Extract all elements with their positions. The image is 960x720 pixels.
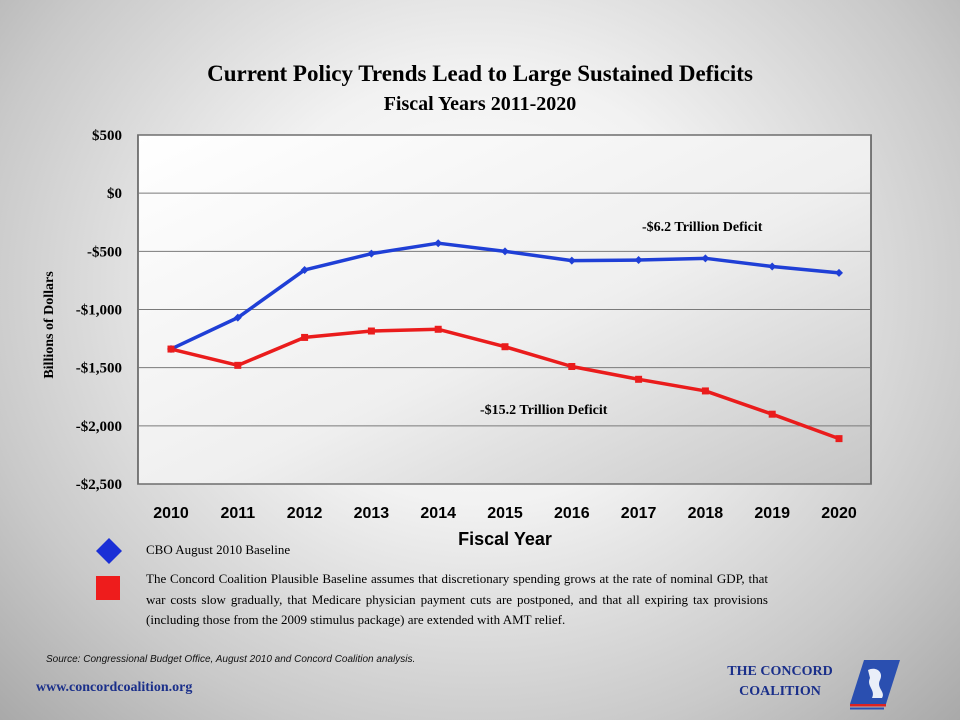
data-point-square (301, 333, 309, 341)
data-point-diamond (233, 313, 242, 322)
series-markers (167, 239, 843, 443)
x-tick-label: 2014 (420, 505, 456, 522)
legend-item-cbo: CBO August 2010 Baseline (146, 542, 291, 557)
data-point-diamond (835, 268, 843, 277)
data-point-square (701, 387, 709, 395)
y-tick-label: -$500 (87, 244, 122, 260)
x-tick-label: 2012 (287, 505, 323, 522)
x-axis-label: Fiscal Year (458, 529, 552, 549)
y-tick-label: -$2,500 (76, 477, 122, 493)
y-axis-ticks: $500 $0 -$500 -$1,000 -$1,500 -$2,000 -$2,500 (76, 128, 122, 493)
data-point-diamond (367, 249, 376, 258)
y-tick-label: -$1,500 (76, 361, 122, 377)
y-tick-label: -$1,000 (76, 303, 122, 319)
gridlines (138, 134, 871, 485)
x-tick-label: 2017 (621, 505, 657, 522)
y-tick-label: $500 (92, 128, 122, 144)
data-point-square (835, 435, 843, 443)
x-tick-label: 2020 (821, 505, 857, 522)
chart-subtitle: Fiscal Years 2011-2020 (383, 93, 577, 115)
y-tick-label: -$2,000 (76, 419, 122, 435)
red-series-annotation: -$15.2 Trillion Deficit (480, 403, 608, 418)
legend-item-concord: The Concord Coalition Plausible Baseline… (146, 571, 768, 627)
legend-square-icon (96, 576, 120, 600)
data-point-diamond (634, 256, 643, 265)
data-point-square (568, 363, 576, 371)
data-point-diamond (501, 247, 509, 256)
data-point-square (768, 410, 776, 418)
data-point-square (234, 361, 242, 369)
x-tick-label: 2013 (354, 505, 390, 522)
concord-coalition-logo-icon (850, 660, 900, 710)
data-point-diamond (567, 256, 576, 265)
x-tick-label: 2010 (153, 505, 189, 522)
legend-diamond-icon (96, 538, 122, 564)
source-note: Source: Congressional Budget Office, Aug… (46, 654, 416, 665)
logo-line-1: THE CONCORD (727, 664, 833, 679)
data-point-square (635, 375, 643, 383)
blue-series-annotation: -$6.2 Trillion Deficit (642, 220, 763, 235)
y-axis-label: Billions of Dollars (42, 271, 57, 379)
data-point-square (167, 345, 175, 353)
x-tick-label: 2018 (688, 505, 724, 522)
organization-logo-text: THE CONCORD COALITION (700, 662, 860, 702)
logo-line-2: COALITION (739, 684, 821, 699)
chart-title: Current Policy Trends Lead to Large Sust… (207, 61, 753, 86)
data-point-diamond (768, 262, 777, 271)
x-tick-label: 2011 (220, 505, 255, 522)
x-tick-label: 2016 (554, 505, 590, 522)
data-point-square (501, 343, 509, 351)
data-point-diamond (300, 265, 309, 274)
data-point-diamond (434, 239, 443, 248)
x-tick-label: 2019 (754, 505, 790, 522)
data-point-square (434, 325, 442, 333)
y-tick-label: $0 (107, 186, 122, 202)
data-point-diamond (701, 254, 710, 263)
website-link[interactable]: www.concordcoalition.org (36, 680, 193, 695)
x-tick-label: 2015 (487, 505, 523, 522)
x-axis-ticks: 2010 2011 2012 2013 2014 2015 2016 2017 2018 2019… (153, 505, 857, 522)
data-point-square (367, 327, 375, 335)
line-chart: $500$0-$500-$1,000-$1,500-$2,000-$2,500 … (42, 128, 872, 549)
